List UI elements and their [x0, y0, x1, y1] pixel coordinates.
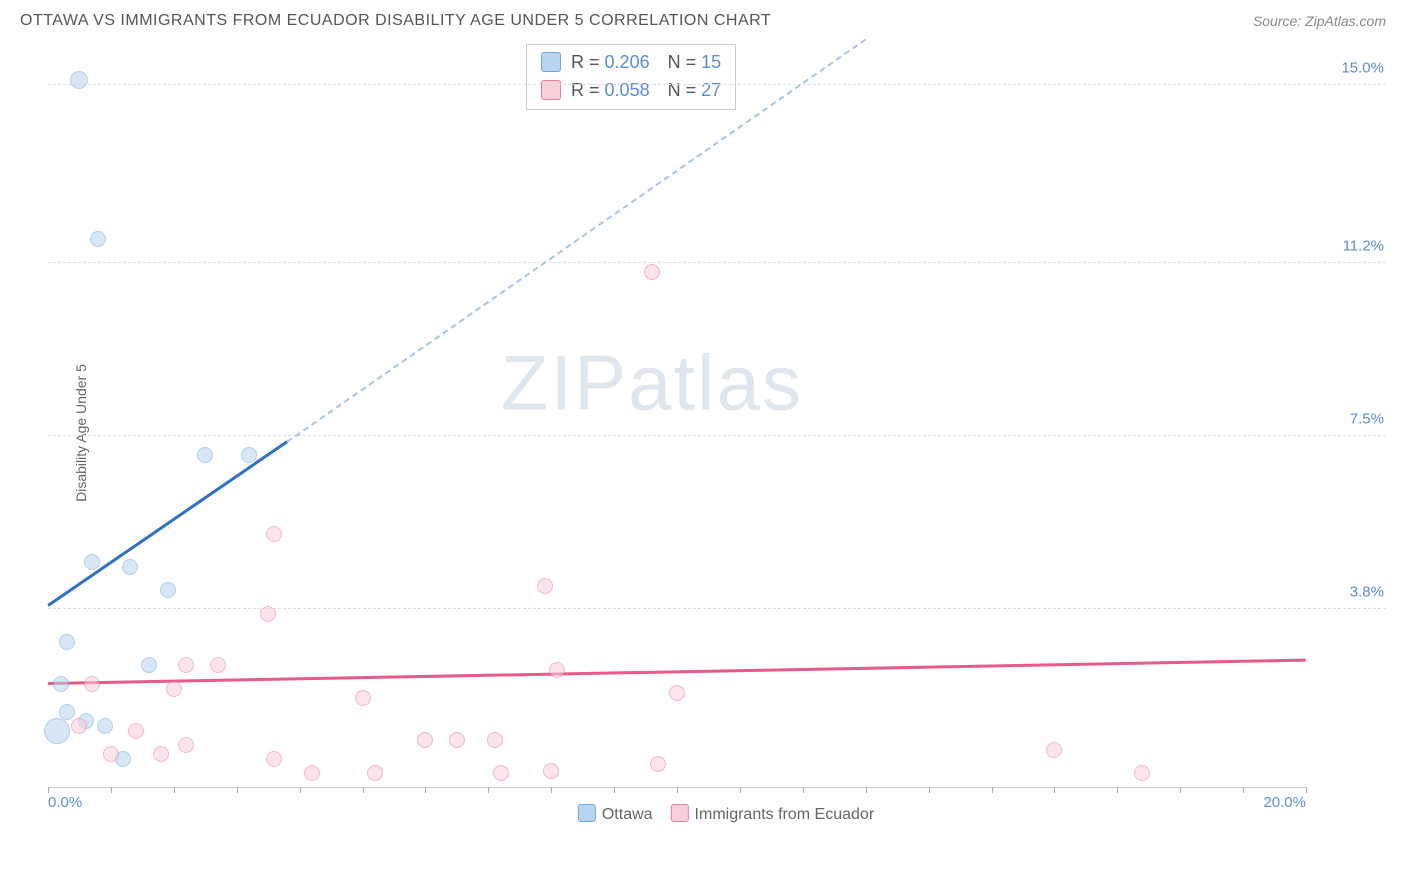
chart-container: Disability Age Under 5 ZIPatlas R = 0.20…: [48, 38, 1386, 828]
x-tick-mark: [48, 787, 49, 793]
x-tick-mark: [1054, 787, 1055, 793]
x-tick-mark: [174, 787, 175, 793]
data-point: [355, 690, 371, 706]
data-point: [178, 737, 194, 753]
data-point: [493, 765, 509, 781]
data-point: [487, 732, 503, 748]
x-tick-mark: [1180, 787, 1181, 793]
x-tick-mark: [866, 787, 867, 793]
x-tick-mark: [992, 787, 993, 793]
source-attribution: Source: ZipAtlas.com: [1253, 13, 1386, 29]
x-tick-mark: [300, 787, 301, 793]
legend-stats-row: R = 0.058N = 27: [541, 77, 721, 105]
data-point: [70, 71, 88, 89]
bottom-legend: Ottawa Immigrants from Ecuador: [560, 804, 874, 824]
x-tick-mark: [1306, 787, 1307, 793]
data-point: [166, 681, 182, 697]
data-point: [1046, 742, 1062, 758]
data-point: [97, 718, 113, 734]
data-point: [141, 657, 157, 673]
legend-swatch: [671, 804, 689, 822]
x-tick-mark: [677, 787, 678, 793]
data-point: [1134, 765, 1150, 781]
x-tick-mark: [551, 787, 552, 793]
x-tick-mark: [111, 787, 112, 793]
data-point: [304, 765, 320, 781]
x-tick-label: 0.0%: [48, 794, 82, 811]
data-point: [59, 634, 75, 650]
data-point: [210, 657, 226, 673]
x-tick-mark: [237, 787, 238, 793]
data-point: [197, 447, 213, 463]
watermark: ZIPatlas: [501, 337, 803, 428]
data-point: [90, 231, 106, 247]
data-point: [644, 264, 660, 280]
data-point: [449, 732, 465, 748]
x-tick-mark: [1117, 787, 1118, 793]
x-tick-label: 20.0%: [1263, 794, 1306, 811]
data-point: [266, 751, 282, 767]
data-point: [417, 732, 433, 748]
data-point: [543, 763, 559, 779]
plot-area: ZIPatlas R = 0.206N = 15R = 0.058N = 27 …: [48, 38, 1306, 788]
legend-label: Ottawa: [602, 806, 653, 823]
data-point: [103, 746, 119, 762]
data-point: [160, 582, 176, 598]
x-tick-mark: [488, 787, 489, 793]
data-point: [44, 718, 70, 744]
data-point: [241, 447, 257, 463]
grid-line: [48, 84, 1386, 85]
y-tick-label: 3.8%: [1350, 584, 1384, 601]
data-point: [537, 578, 553, 594]
data-point: [266, 526, 282, 542]
x-tick-mark: [614, 787, 615, 793]
data-point: [84, 554, 100, 570]
legend-stats-box: R = 0.206N = 15R = 0.058N = 27: [526, 44, 736, 110]
legend-swatch: [578, 804, 596, 822]
data-point: [128, 723, 144, 739]
grid-line: [48, 262, 1386, 263]
legend-stats-row: R = 0.206N = 15: [541, 49, 721, 77]
y-tick-label: 15.0%: [1341, 59, 1384, 76]
grid-line: [48, 608, 1386, 609]
grid-line: [48, 435, 1386, 436]
data-point: [260, 606, 276, 622]
data-point: [53, 676, 69, 692]
x-tick-mark: [803, 787, 804, 793]
x-tick-mark: [363, 787, 364, 793]
legend-label: Immigrants from Ecuador: [695, 806, 875, 823]
data-point: [122, 559, 138, 575]
data-point: [178, 657, 194, 673]
legend-swatch: [541, 52, 561, 72]
data-point: [84, 676, 100, 692]
n-value: 15: [701, 52, 721, 72]
data-point: [153, 746, 169, 762]
x-tick-mark: [1243, 787, 1244, 793]
y-tick-label: 11.2%: [1343, 237, 1384, 254]
x-tick-mark: [929, 787, 930, 793]
y-tick-label: 7.5%: [1350, 410, 1384, 427]
data-point: [549, 662, 565, 678]
chart-title: OTTAWA VS IMMIGRANTS FROM ECUADOR DISABI…: [20, 12, 771, 30]
data-point: [367, 765, 383, 781]
r-value: 0.206: [605, 52, 650, 72]
data-point: [71, 718, 87, 734]
trend-line: [48, 658, 1306, 684]
x-tick-mark: [740, 787, 741, 793]
data-point: [650, 756, 666, 772]
x-tick-mark: [425, 787, 426, 793]
data-point: [669, 685, 685, 701]
